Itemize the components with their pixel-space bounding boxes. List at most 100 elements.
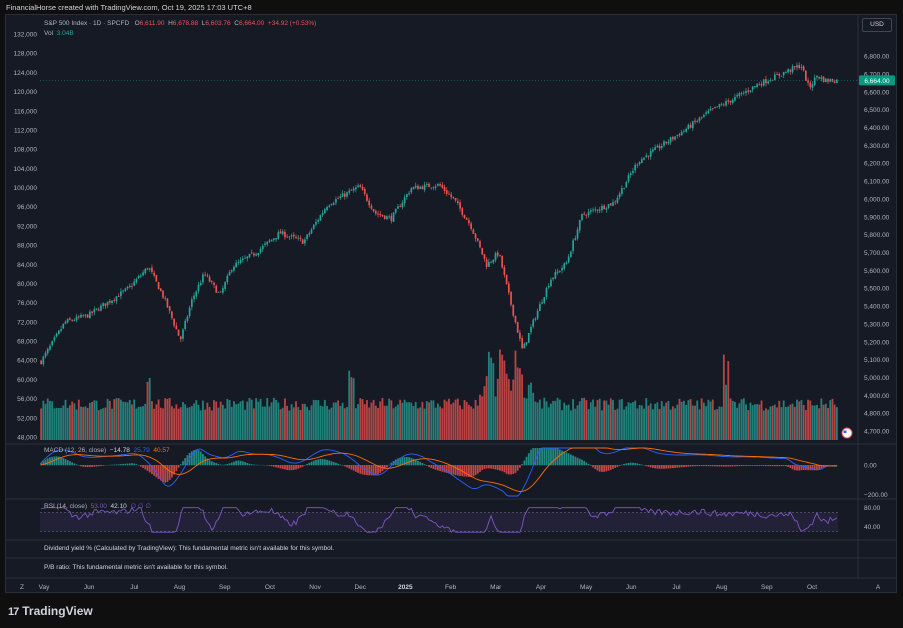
candle[interactable] (346, 192, 348, 197)
candle[interactable] (510, 292, 512, 305)
candle[interactable] (432, 187, 435, 189)
candle[interactable] (652, 149, 654, 152)
candle[interactable] (106, 301, 109, 306)
candle[interactable] (578, 220, 581, 231)
candle[interactable] (532, 319, 535, 327)
candle[interactable] (765, 79, 767, 84)
candle[interactable] (722, 104, 725, 106)
candle[interactable] (257, 252, 260, 256)
candle[interactable] (773, 74, 776, 81)
candle[interactable] (381, 214, 384, 217)
candle[interactable] (295, 236, 297, 238)
candle[interactable] (188, 307, 191, 317)
candle[interactable] (264, 243, 266, 246)
candle[interactable] (450, 194, 453, 198)
candle[interactable] (827, 79, 829, 82)
candle[interactable] (530, 326, 532, 333)
candle[interactable] (656, 145, 659, 148)
candle[interactable] (122, 290, 124, 292)
candle[interactable] (179, 336, 182, 340)
candle[interactable] (778, 74, 781, 76)
candle[interactable] (230, 270, 233, 272)
candle[interactable] (66, 319, 69, 323)
candle[interactable] (326, 206, 328, 210)
candle[interactable] (84, 314, 87, 316)
candle[interactable] (501, 255, 504, 268)
candle[interactable] (281, 231, 284, 235)
candle[interactable] (397, 206, 399, 209)
candle[interactable] (366, 194, 368, 201)
candle[interactable] (202, 274, 204, 283)
candle[interactable] (782, 72, 785, 76)
candle[interactable] (598, 209, 601, 211)
candle[interactable] (439, 183, 441, 186)
candle[interactable] (315, 221, 317, 225)
candle[interactable] (638, 162, 641, 165)
candle[interactable] (140, 275, 142, 277)
candle[interactable] (184, 320, 187, 330)
candle[interactable] (496, 252, 499, 256)
candle[interactable] (162, 290, 164, 298)
candle[interactable] (802, 66, 805, 71)
candle[interactable] (368, 200, 371, 206)
candle[interactable] (707, 110, 710, 113)
candle[interactable] (197, 284, 200, 291)
candle[interactable] (306, 234, 308, 239)
candle[interactable] (89, 311, 91, 319)
candle[interactable] (694, 120, 696, 122)
candle[interactable] (474, 233, 477, 239)
candle[interactable] (696, 121, 699, 123)
candle[interactable] (266, 241, 269, 245)
candle[interactable] (523, 343, 526, 349)
candle[interactable] (709, 108, 712, 111)
candle[interactable] (312, 224, 315, 229)
candle[interactable] (428, 183, 430, 188)
candle[interactable] (536, 310, 539, 319)
candle[interactable] (816, 75, 818, 78)
candle[interactable] (270, 239, 273, 242)
candle[interactable] (499, 255, 501, 256)
candle[interactable] (284, 231, 286, 238)
candle[interactable] (335, 199, 337, 203)
candle[interactable] (769, 80, 772, 82)
candle[interactable] (206, 275, 209, 277)
candle[interactable] (343, 193, 346, 197)
candle[interactable] (42, 356, 45, 365)
candle[interactable] (144, 268, 147, 274)
candle[interactable] (237, 261, 240, 263)
candle[interactable] (390, 215, 393, 222)
candle[interactable] (199, 282, 202, 286)
candle[interactable] (319, 215, 322, 221)
candle[interactable] (716, 106, 719, 108)
candle[interactable] (286, 236, 289, 238)
candle[interactable] (616, 197, 619, 203)
candle[interactable] (108, 300, 111, 303)
candle[interactable] (488, 261, 490, 267)
candle[interactable] (323, 209, 326, 214)
candle[interactable] (596, 209, 599, 211)
candle[interactable] (259, 248, 262, 253)
candle[interactable] (341, 193, 344, 197)
candle[interactable] (461, 208, 464, 215)
candle[interactable] (355, 187, 357, 190)
candle[interactable] (514, 315, 517, 323)
candle[interactable] (204, 274, 206, 276)
candle[interactable] (100, 305, 102, 311)
candle[interactable] (77, 316, 80, 318)
candle[interactable] (370, 205, 373, 209)
candle[interactable] (494, 253, 497, 261)
candle[interactable] (248, 253, 251, 258)
candle[interactable] (423, 184, 426, 190)
candle[interactable] (614, 201, 617, 203)
candle[interactable] (244, 257, 246, 259)
candle[interactable] (330, 204, 333, 206)
candle[interactable] (558, 271, 561, 272)
candle[interactable] (410, 188, 413, 193)
candle[interactable] (321, 212, 324, 215)
candle[interactable] (485, 259, 488, 267)
candle[interactable] (760, 83, 763, 86)
candle[interactable] (545, 287, 548, 297)
candle[interactable] (589, 210, 592, 212)
candle[interactable] (685, 128, 688, 132)
